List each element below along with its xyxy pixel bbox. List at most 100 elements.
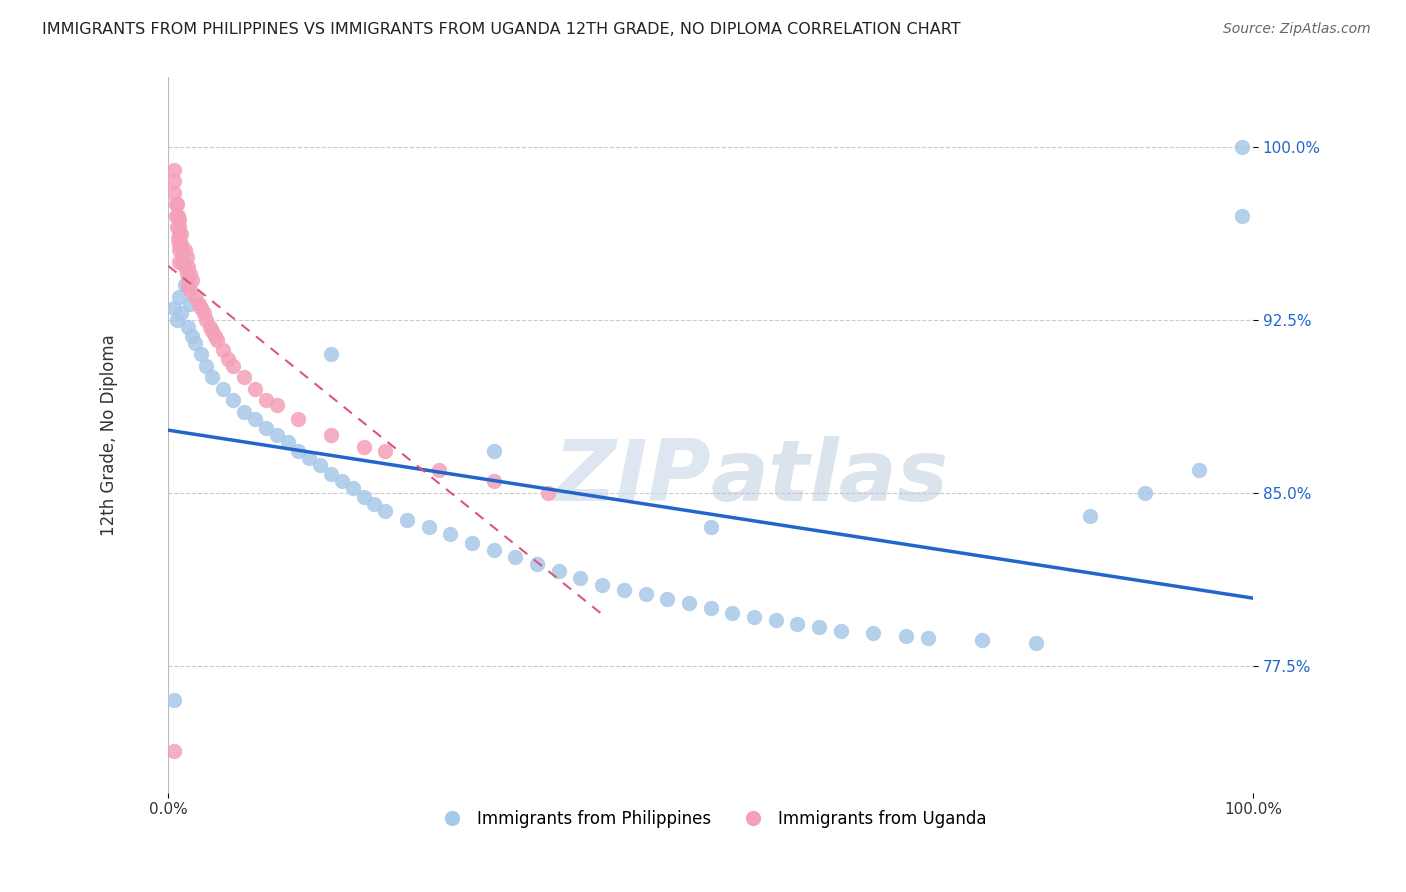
Point (222, 359, 245, 373)
Point (266, 398, 288, 412)
Point (222, 393, 245, 408)
Point (699, 520, 721, 534)
Point (167, 227, 190, 242)
Point (330, 474, 353, 488)
Point (243, 412, 266, 426)
Point (167, 290, 190, 304)
Point (217, 351, 239, 366)
Point (287, 444, 309, 458)
Point (429, 463, 451, 477)
Point (634, 587, 657, 601)
Point (786, 617, 808, 632)
Point (482, 474, 505, 488)
Point (547, 564, 569, 578)
Point (163, 744, 186, 758)
Point (699, 601, 721, 615)
Point (167, 232, 190, 246)
Point (721, 606, 744, 620)
Point (211, 382, 233, 396)
Point (742, 610, 765, 624)
Point (254, 393, 277, 408)
Text: atlas: atlas (710, 436, 949, 519)
Point (198, 319, 221, 334)
Point (1133, 485, 1156, 500)
Point (917, 631, 939, 645)
Point (1078, 508, 1101, 523)
Point (319, 467, 342, 482)
Point (163, 162, 186, 177)
Point (233, 370, 256, 384)
Point (439, 527, 461, 541)
Point (569, 571, 592, 585)
Point (395, 513, 418, 527)
Point (165, 197, 187, 211)
Point (526, 558, 548, 572)
Point (163, 186, 186, 200)
Point (179, 283, 201, 297)
Point (298, 451, 321, 466)
Point (177, 278, 200, 293)
Point (165, 209, 187, 223)
Point (163, 174, 186, 188)
Point (177, 260, 200, 274)
Point (170, 236, 193, 251)
Legend: Immigrants from Philippines, Immigrants from Uganda: Immigrants from Philippines, Immigrants … (429, 803, 993, 834)
Point (173, 244, 195, 258)
Point (319, 428, 342, 442)
Point (195, 359, 218, 373)
Point (461, 536, 484, 550)
Point (190, 301, 212, 315)
Point (167, 244, 190, 258)
Point (1188, 463, 1211, 477)
Point (179, 296, 201, 310)
Point (204, 329, 226, 343)
Point (211, 343, 233, 357)
Point (172, 255, 194, 269)
Point (163, 693, 186, 707)
Point (172, 244, 194, 258)
Point (166, 312, 188, 326)
Point (808, 619, 831, 633)
Point (173, 260, 195, 274)
Point (176, 267, 198, 281)
Point (167, 213, 190, 227)
Point (167, 220, 190, 235)
Point (254, 421, 277, 435)
Point (190, 347, 212, 361)
Point (193, 306, 215, 320)
Point (374, 504, 396, 518)
Point (342, 481, 364, 495)
Point (201, 370, 224, 384)
Point (201, 324, 224, 338)
Point (1230, 139, 1253, 153)
Point (970, 633, 993, 648)
Point (309, 458, 332, 472)
Point (176, 251, 198, 265)
Point (179, 267, 201, 281)
Point (505, 550, 527, 565)
Point (163, 301, 186, 315)
Point (166, 197, 188, 211)
Point (187, 296, 209, 310)
Point (277, 434, 299, 449)
Point (173, 278, 195, 293)
Point (170, 306, 193, 320)
Point (374, 444, 396, 458)
Point (862, 626, 884, 640)
Point (181, 329, 204, 343)
Point (1025, 636, 1047, 650)
Point (657, 591, 679, 606)
Point (319, 347, 342, 361)
Point (482, 543, 505, 558)
Point (243, 382, 266, 396)
Point (233, 405, 256, 419)
Point (353, 491, 375, 505)
Point (894, 629, 917, 643)
Point (537, 485, 560, 500)
Point (765, 613, 787, 627)
Point (1230, 209, 1253, 223)
Point (678, 597, 700, 611)
Text: Source: ZipAtlas.com: Source: ZipAtlas.com (1223, 22, 1371, 37)
Point (195, 312, 218, 326)
Point (613, 582, 636, 597)
